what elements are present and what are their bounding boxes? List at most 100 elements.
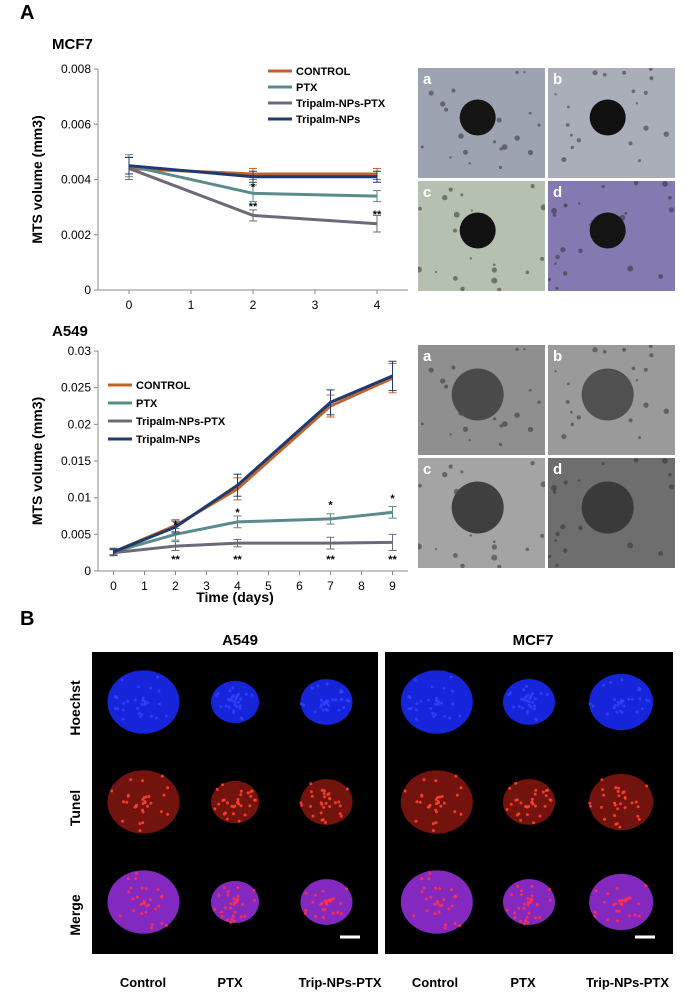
stain-spot <box>420 890 424 894</box>
debris-spot <box>501 421 508 427</box>
stain-spot <box>442 686 446 690</box>
x-tick-label: 1 <box>141 579 148 593</box>
x-tick-label: 0 <box>110 579 117 593</box>
stain-spot <box>160 921 164 925</box>
debris-spot <box>624 211 628 215</box>
stain-spot <box>431 822 435 826</box>
stain-spot <box>414 819 418 823</box>
stain-spot <box>324 820 327 824</box>
stain-spot <box>620 903 624 907</box>
legend-label: Tripalm-NPs <box>136 434 200 446</box>
stain-spot <box>127 890 131 894</box>
significance-marker: ** <box>233 554 242 566</box>
debris-spot <box>635 102 639 105</box>
stain-spot <box>522 907 526 910</box>
stain-spot <box>226 893 230 897</box>
stain-spot <box>431 829 435 833</box>
stain-spot <box>338 804 342 808</box>
stain-spot <box>543 804 547 808</box>
stain-spot <box>438 904 442 908</box>
stain-spot <box>221 783 225 787</box>
micrograph-label: d <box>553 461 563 478</box>
stain-spot <box>322 703 326 706</box>
stain-spot <box>339 814 343 818</box>
debris-spot <box>638 436 641 440</box>
stain-spot <box>231 699 235 703</box>
stain-spot <box>439 701 443 705</box>
debris-spot <box>554 370 557 373</box>
stain-spot <box>146 701 150 705</box>
stain-spot <box>310 794 314 798</box>
stain-spot <box>617 794 621 798</box>
stain-spot <box>241 903 245 907</box>
stain-spot <box>617 786 620 790</box>
debris-spot <box>453 211 460 218</box>
stain-spot <box>513 916 517 920</box>
stain-spot <box>319 811 323 815</box>
debris-spot <box>603 349 607 354</box>
significance-marker: ** <box>249 201 258 213</box>
stain-spot <box>436 900 440 903</box>
debris-spot <box>648 345 653 348</box>
stain-spot <box>303 912 307 915</box>
debris-spot <box>638 159 641 163</box>
stain-spot <box>138 829 142 833</box>
debris-spot <box>576 415 581 420</box>
stain-spot <box>229 698 233 702</box>
stain-spot <box>527 703 531 707</box>
stain-spot <box>437 801 440 805</box>
stain-spot <box>159 810 163 814</box>
stain-spot <box>449 888 453 892</box>
stain-spot <box>164 924 168 927</box>
debris-spot <box>499 424 503 428</box>
stain-spot <box>230 917 234 921</box>
stain-spot <box>413 678 417 682</box>
stain-spot <box>434 699 438 702</box>
stain-spot <box>505 908 509 912</box>
stain-spot <box>110 789 114 793</box>
debris-spot <box>658 274 663 279</box>
stain-spot <box>422 778 426 782</box>
debris-spot <box>592 70 598 76</box>
stain-spot <box>530 894 534 898</box>
stain-spot <box>528 696 532 700</box>
debris-spot <box>435 270 438 274</box>
debris-spot <box>578 248 583 254</box>
debris-spot <box>451 88 456 93</box>
stain-spot <box>336 911 340 914</box>
stain-spot <box>517 906 521 910</box>
micrograph-label: b <box>553 71 563 88</box>
debris-spot <box>448 464 453 469</box>
debris-spot <box>622 347 627 352</box>
micrograph-label: c <box>423 184 432 201</box>
stain-spot <box>509 802 513 806</box>
stain-spot <box>150 714 153 718</box>
micrograph-tile-a: a <box>418 68 545 178</box>
legend-label: PTX <box>136 398 158 410</box>
stain-spot <box>433 912 437 916</box>
stain-spot <box>215 787 219 791</box>
col-label-a549-control: Control <box>119 975 167 990</box>
debris-spot <box>418 483 422 488</box>
x-tick-label: 2 <box>172 579 179 593</box>
debris-spot <box>570 145 574 150</box>
debris-spot <box>658 551 663 556</box>
debris-spot <box>551 485 557 491</box>
debris-spot <box>515 347 519 351</box>
stain-spot <box>340 698 344 701</box>
stain-spot <box>140 886 144 890</box>
debris-spot <box>565 123 570 127</box>
y-tick-label: 0.03 <box>68 344 92 358</box>
stain-spot <box>539 691 543 695</box>
stain-spot <box>345 887 349 891</box>
stain-spot <box>157 689 161 693</box>
stain-spot <box>546 788 550 792</box>
stain-spot <box>448 716 452 720</box>
debris-spot <box>668 473 672 477</box>
debris-spot <box>563 480 568 485</box>
stain-spot <box>234 697 238 700</box>
debris-spot <box>555 286 559 290</box>
stain-spot <box>431 711 435 715</box>
stain-spot <box>437 910 441 914</box>
stain-spot <box>525 813 529 817</box>
